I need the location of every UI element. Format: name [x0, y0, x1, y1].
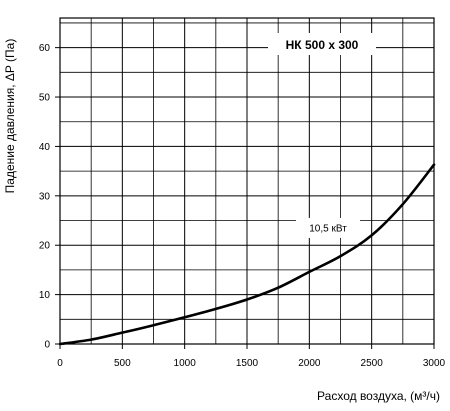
y-axis-label: Падение давления, ΔP (Па): [3, 39, 17, 194]
grid: [60, 18, 434, 344]
x-tick-label: 3000: [423, 358, 446, 369]
annotation-background: [296, 217, 361, 238]
annotation-label: 10,5 кВт: [309, 223, 347, 234]
y-tick-label: 30: [39, 191, 51, 202]
x-tick-label: 1000: [174, 358, 197, 369]
y-ticks: 0 10 20 30 40 50 60: [39, 43, 60, 351]
x-tick-label: 2500: [361, 358, 384, 369]
x-tick-label: 2000: [298, 358, 321, 369]
x-ticks: 0 500 1000 1500 2000 2500 3000: [57, 344, 446, 369]
x-tick-label: 0: [57, 358, 63, 369]
y-tick-label: 20: [39, 241, 51, 252]
y-tick-label: 40: [39, 142, 51, 153]
y-tick-label: 60: [39, 43, 51, 54]
series-line: [58, 163, 436, 346]
chart-title: НК 500 х 300: [286, 38, 359, 52]
annotation-box: 10,5 кВт: [296, 217, 361, 238]
chart-title-box: НК 500 х 300: [268, 33, 376, 55]
x-axis-label: Расход воздуха, (м³/ч): [317, 389, 440, 403]
x-tick-label: 500: [114, 358, 131, 369]
chart-title-background: [268, 33, 376, 55]
x-tick-label: 1500: [236, 358, 259, 369]
y-tick-label: 10: [39, 290, 51, 301]
y-tick-label: 0: [44, 340, 50, 351]
y-tick-label: 50: [39, 93, 51, 104]
